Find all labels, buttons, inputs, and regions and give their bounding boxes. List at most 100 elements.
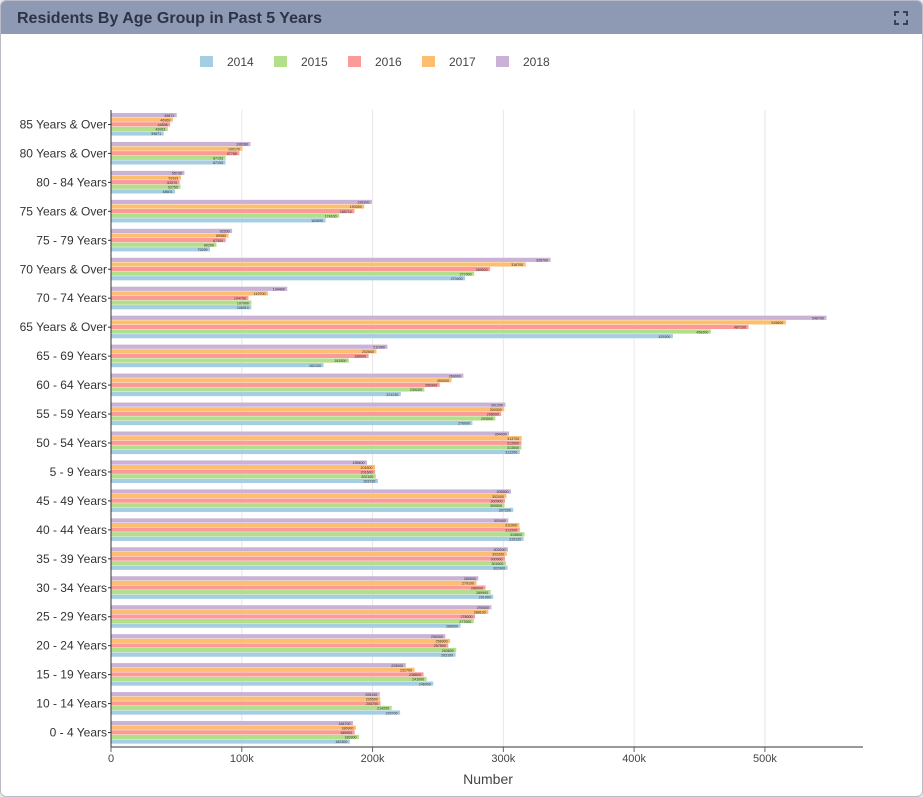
bar-2014[interactable] (111, 131, 164, 136)
expand-icon[interactable] (894, 11, 908, 25)
bar-2018[interactable] (111, 402, 506, 407)
bar-2017[interactable] (111, 522, 520, 528)
bar-2015[interactable] (111, 647, 457, 653)
bar-2015[interactable] (111, 213, 340, 218)
bar-2014[interactable] (111, 449, 520, 455)
bar-2014[interactable] (111, 420, 473, 426)
bar-2016[interactable] (111, 643, 449, 648)
bar-2018[interactable] (111, 286, 288, 291)
bar-2018[interactable] (111, 373, 464, 378)
bar-2016[interactable] (111, 295, 249, 301)
bar-2017[interactable] (111, 175, 182, 180)
bar-2015[interactable] (111, 300, 252, 305)
bar-2016[interactable] (111, 498, 506, 503)
bar-2016[interactable] (111, 527, 520, 532)
legend-swatch-2014[interactable] (200, 56, 213, 67)
bar-2018[interactable] (111, 576, 479, 581)
bar-2015[interactable] (111, 271, 475, 276)
bar-2014[interactable] (111, 710, 401, 715)
bar-2016[interactable] (111, 614, 476, 619)
bar-2017[interactable] (111, 349, 377, 354)
bar-2018[interactable] (111, 431, 510, 436)
bar-2014[interactable] (111, 623, 461, 628)
bar-2015[interactable] (111, 445, 522, 450)
bar-2015[interactable] (111, 532, 525, 537)
bar-2018[interactable] (111, 141, 251, 147)
bar-2017[interactable] (111, 320, 786, 325)
bar-2015[interactable] (111, 734, 360, 740)
bar-2015[interactable] (111, 561, 506, 566)
bar-2015[interactable] (111, 705, 392, 711)
bar-2018[interactable] (111, 228, 233, 233)
bar-2016[interactable] (111, 730, 355, 735)
bar-2017[interactable] (111, 407, 505, 412)
bar-2017[interactable] (111, 667, 415, 672)
bar-2017[interactable] (111, 580, 477, 586)
bar-2017[interactable] (111, 696, 381, 701)
legend-label-2018[interactable]: 2018 (523, 55, 550, 69)
legend-label-2017[interactable]: 2017 (449, 55, 476, 69)
legend-label-2016[interactable]: 2016 (375, 55, 402, 69)
bar-2018[interactable] (111, 199, 372, 205)
bar-2017[interactable] (111, 291, 269, 296)
bar-2016[interactable] (111, 556, 506, 561)
bar-2017[interactable] (111, 493, 507, 499)
bar-2018[interactable] (111, 518, 509, 523)
bar-2016[interactable] (111, 324, 749, 330)
bar-2015[interactable] (111, 676, 427, 682)
bar-2018[interactable] (111, 663, 406, 668)
bar-2017[interactable] (111, 204, 365, 209)
bar-2018[interactable] (111, 170, 185, 176)
bar-2016[interactable] (111, 585, 486, 590)
bar-2016[interactable] (111, 209, 355, 214)
bar-2016[interactable] (111, 672, 424, 677)
bar-2015[interactable] (111, 358, 349, 363)
bar-2015[interactable] (111, 503, 505, 508)
bar-2018[interactable] (111, 634, 446, 639)
bar-2018[interactable] (111, 605, 492, 610)
bar-2018[interactable] (111, 692, 380, 697)
bar-2016[interactable] (111, 440, 522, 445)
bar-2015[interactable] (111, 329, 711, 334)
bar-2015[interactable] (111, 474, 376, 479)
bar-2016[interactable] (111, 151, 240, 156)
bar-2017[interactable] (111, 233, 229, 238)
bar-2017[interactable] (111, 609, 489, 615)
bar-2017[interactable] (111, 117, 173, 122)
bar-2018[interactable] (111, 489, 512, 494)
bar-2016[interactable] (111, 701, 381, 706)
bar-2018[interactable] (111, 112, 177, 118)
bar-2018[interactable] (111, 344, 388, 349)
bar-2015[interactable] (111, 387, 425, 392)
bar-2017[interactable] (111, 436, 522, 441)
bar-2017[interactable] (111, 551, 507, 557)
bar-2016[interactable] (111, 122, 171, 127)
bar-2014[interactable] (111, 652, 456, 657)
bar-2014[interactable] (111, 594, 494, 599)
bar-2014[interactable] (111, 391, 401, 397)
legend-label-2014[interactable]: 2014 (227, 55, 254, 69)
bar-2014[interactable] (111, 507, 514, 512)
legend-swatch-2017[interactable] (422, 56, 435, 67)
bar-2014[interactable] (111, 189, 176, 194)
bar-2017[interactable] (111, 725, 356, 730)
bar-2016[interactable] (111, 266, 491, 272)
legend-label-2015[interactable]: 2015 (301, 55, 328, 69)
bar-2014[interactable] (111, 565, 508, 570)
legend-swatch-2015[interactable] (274, 56, 287, 67)
bar-2015[interactable] (111, 155, 226, 160)
bar-2014[interactable] (111, 478, 378, 484)
bar-2014[interactable] (111, 681, 434, 686)
bar-2016[interactable] (111, 180, 180, 185)
bar-2014[interactable] (111, 276, 466, 281)
legend-swatch-2018[interactable] (496, 56, 509, 67)
bar-2015[interactable] (111, 619, 474, 624)
bar-2014[interactable] (111, 363, 324, 368)
bar-2015[interactable] (111, 184, 181, 189)
bar-2016[interactable] (111, 237, 226, 243)
bar-2016[interactable] (111, 353, 369, 359)
bar-2015[interactable] (111, 126, 168, 131)
bar-2017[interactable] (111, 638, 451, 643)
bar-2018[interactable] (111, 721, 354, 726)
bar-2018[interactable] (111, 315, 827, 320)
